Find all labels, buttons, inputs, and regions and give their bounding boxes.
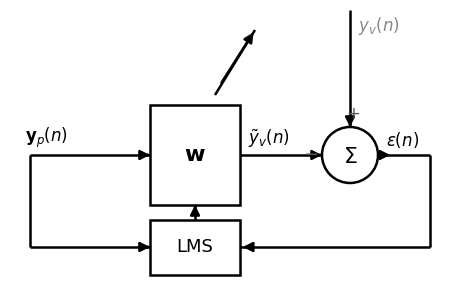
Text: LMS: LMS	[176, 239, 213, 257]
Text: $-$: $-$	[303, 144, 318, 162]
Bar	[150, 220, 240, 275]
Text: $\tilde{y}_v(n)$: $\tilde{y}_v(n)$	[248, 128, 290, 150]
Text: $\mathbf{y}_p(n)$: $\mathbf{y}_p(n)$	[25, 126, 68, 150]
Text: +: +	[346, 105, 360, 123]
Text: $y_v(n)$: $y_v(n)$	[358, 15, 400, 37]
Text: $\mathbf{w}$: $\mathbf{w}$	[184, 145, 206, 165]
Text: $\epsilon(n)$: $\epsilon(n)$	[386, 130, 419, 150]
Text: $\Sigma$: $\Sigma$	[343, 147, 357, 167]
Bar	[150, 105, 240, 205]
